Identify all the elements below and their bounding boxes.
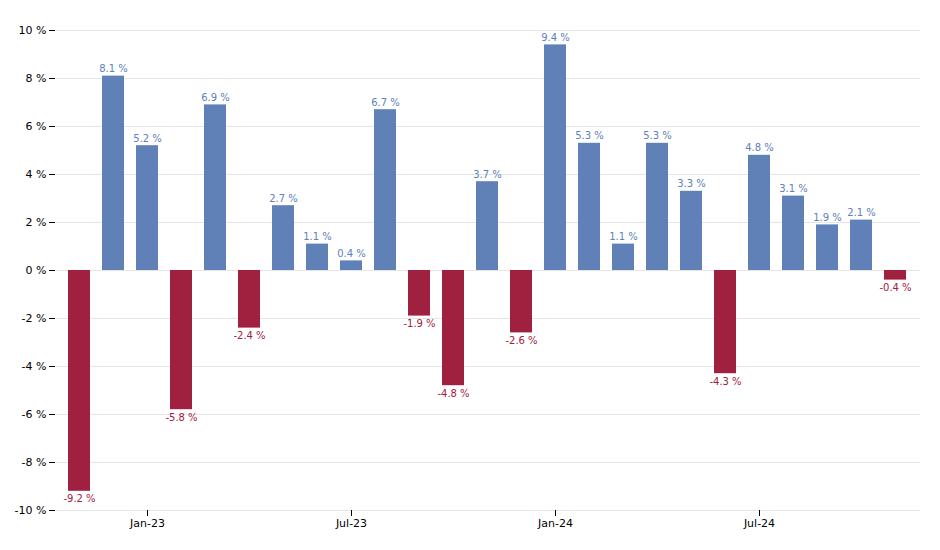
svg-text:0 %: 0 %: [26, 264, 47, 277]
svg-text:-10 %: -10 %: [15, 504, 47, 517]
svg-text:-2 %: -2 %: [22, 312, 47, 325]
svg-text:Jul-24: Jul-24: [743, 517, 775, 530]
svg-text:Jan-24: Jan-24: [537, 517, 573, 530]
svg-text:-2.6 %: -2.6 %: [505, 335, 537, 346]
svg-text:2 %: 2 %: [26, 216, 47, 229]
svg-text:4 %: 4 %: [26, 168, 47, 181]
svg-text:3.7 %: 3.7 %: [473, 169, 502, 180]
svg-text:2.7 %: 2.7 %: [269, 193, 298, 204]
svg-text:-2.4 %: -2.4 %: [233, 330, 265, 341]
svg-text:-4.3 %: -4.3 %: [709, 376, 741, 387]
svg-text:-0.4 %: -0.4 %: [879, 282, 911, 293]
svg-text:-6 %: -6 %: [22, 408, 47, 421]
svg-text:0.4 %: 0.4 %: [337, 248, 366, 259]
svg-text:5.3 %: 5.3 %: [575, 130, 604, 141]
svg-text:3.1 %: 3.1 %: [779, 183, 808, 194]
svg-text:6.7 %: 6.7 %: [371, 97, 400, 108]
svg-text:1.9 %: 1.9 %: [813, 212, 842, 223]
svg-text:6 %: 6 %: [26, 120, 47, 133]
svg-text:3.3 %: 3.3 %: [677, 178, 706, 189]
svg-text:10 %: 10 %: [19, 24, 47, 37]
svg-text:5.3 %: 5.3 %: [643, 130, 672, 141]
svg-text:8.1 %: 8.1 %: [99, 63, 128, 74]
svg-text:-4.8 %: -4.8 %: [437, 388, 469, 399]
svg-text:-5.8 %: -5.8 %: [165, 412, 197, 423]
svg-text:9.4 %: 9.4 %: [541, 32, 570, 43]
svg-text:-8 %: -8 %: [22, 456, 47, 469]
svg-text:8 %: 8 %: [26, 72, 47, 85]
svg-text:2.1 %: 2.1 %: [847, 207, 876, 218]
svg-text:-1.9 %: -1.9 %: [403, 318, 435, 329]
svg-text:Jul-23: Jul-23: [335, 517, 367, 530]
svg-text:-4 %: -4 %: [22, 360, 47, 373]
svg-text:4.8 %: 4.8 %: [745, 142, 774, 153]
svg-text:1.1 %: 1.1 %: [303, 231, 332, 242]
svg-text:-9.2 %: -9.2 %: [63, 493, 95, 504]
svg-text:6.9 %: 6.9 %: [201, 92, 230, 103]
svg-text:Jan-23: Jan-23: [129, 517, 165, 530]
svg-text:5.2 %: 5.2 %: [133, 133, 162, 144]
svg-text:1.1 %: 1.1 %: [609, 231, 638, 242]
